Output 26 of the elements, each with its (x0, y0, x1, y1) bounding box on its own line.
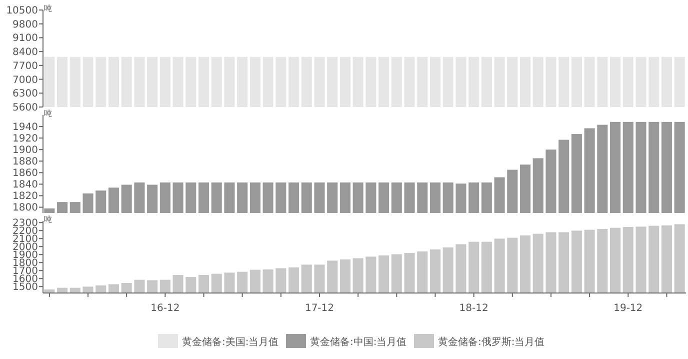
x-tick-label: 17-12 (304, 303, 334, 314)
y-axis-title: 吨 (44, 215, 52, 224)
x-tick-label: 18-12 (459, 303, 488, 314)
x-tick-label: 16-12 (150, 303, 180, 314)
y-tick-label: 5600 (12, 102, 38, 114)
legend-label: 黄金储备:中国:当月值 (310, 336, 407, 348)
y-tick-label: 9800 (12, 19, 38, 30)
y-tick-label: 1900 (12, 145, 38, 156)
y-tick-label: 7000 (12, 74, 38, 86)
y-axis-title: 吨 (44, 4, 52, 13)
y-tick-label: 6300 (12, 88, 38, 100)
x-tick-label: 19-12 (614, 303, 643, 314)
y-tick-label: 1820 (12, 191, 38, 202)
y-tick-label: 9100 (12, 33, 38, 44)
legend-label: 黄金储备:美国:当月值 (182, 336, 279, 348)
y-tick-label: 1940 (12, 122, 38, 134)
y-tick-label: 1800 (12, 202, 38, 214)
y-axis-title: 吨 (44, 109, 52, 118)
y-tick-label: 1860 (12, 168, 38, 180)
legend-label: 黄金储备:俄罗斯:当月值 (438, 336, 545, 348)
y-tick-label: 7700 (12, 60, 38, 72)
y-tick-label: 8400 (12, 47, 38, 58)
y-tick-label: 1840 (12, 180, 38, 191)
y-tick-label: 1920 (12, 134, 38, 145)
y-tick-label: 10500 (6, 6, 38, 16)
y-tick-label: 1880 (12, 156, 38, 168)
